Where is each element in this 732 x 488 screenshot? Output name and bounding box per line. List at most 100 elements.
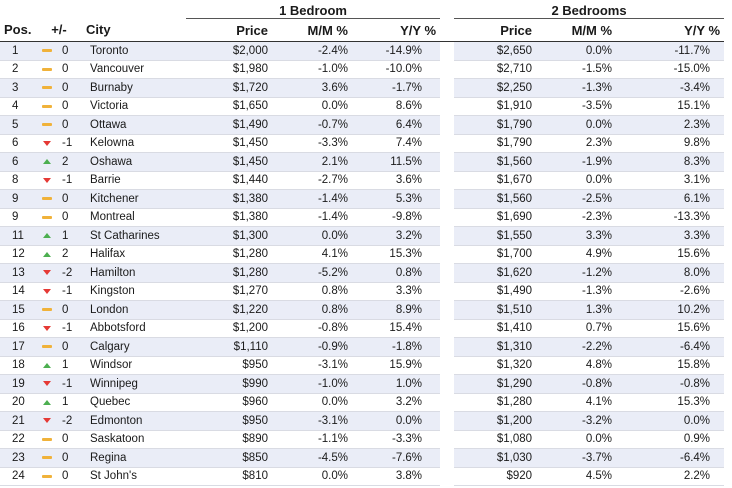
mm-1br-cell: -0.7% bbox=[272, 115, 352, 135]
mm-1br-cell: -3.1% bbox=[272, 356, 352, 375]
rank-cell: 4 bbox=[0, 97, 36, 116]
column-gap bbox=[440, 356, 454, 375]
trend-cell bbox=[36, 300, 58, 320]
price-1br-cell: $1,380 bbox=[186, 189, 272, 209]
trend-cell bbox=[36, 60, 58, 79]
yy-2br-cell: 6.1% bbox=[616, 189, 725, 209]
mm-2br-cell: 4.5% bbox=[536, 467, 617, 486]
yy-2br-cell: 2.2% bbox=[616, 467, 725, 486]
dash-icon bbox=[42, 123, 52, 127]
yy-1br-cell: -1.8% bbox=[352, 337, 441, 357]
dash-icon bbox=[42, 437, 52, 441]
price-2br-cell: $1,200 bbox=[454, 411, 537, 431]
price-2br-cell: $1,910 bbox=[454, 97, 537, 116]
table-row: 1 0 Toronto $2,000 -2.4% -14.9% $2,650 0.0% -11.… bbox=[0, 41, 725, 61]
mm-2br-cell: 0.0% bbox=[536, 115, 617, 135]
table-row: 8 -1 Barrie $1,440 -2.7% 3.6% $1,670 0.0% 3.1% bbox=[0, 171, 725, 190]
group-header-2-bedrooms: 2 Bedrooms bbox=[454, 0, 725, 19]
yy-1br-cell: 3.6% bbox=[352, 171, 441, 190]
rank-change-cell: -2 bbox=[58, 263, 82, 283]
column-gap bbox=[440, 337, 455, 356]
yy-1br-cell: 3.8% bbox=[352, 467, 441, 486]
column-gap bbox=[440, 41, 455, 60]
table-row: 11 1 St Catharines $1,300 0.0% 3.2% $1,550 3.3%… bbox=[0, 226, 725, 246]
rank-cell: 11 bbox=[0, 226, 36, 246]
yy-2br-cell: 15.3% bbox=[616, 393, 725, 412]
yy-1br-cell: 8.6% bbox=[352, 97, 441, 116]
triangle-down-icon bbox=[43, 177, 51, 183]
column-header-row: Pos. +/- City Price M/M % Y/Y % Price M/… bbox=[0, 18, 725, 42]
yy-1br-cell: 0.0% bbox=[352, 411, 441, 431]
price-2br-cell: $2,710 bbox=[454, 60, 537, 79]
rank-cell: 14 bbox=[0, 282, 36, 301]
price-1br-cell: $1,650 bbox=[186, 97, 272, 116]
city-cell: St John's bbox=[82, 467, 186, 486]
column-gap bbox=[440, 393, 454, 412]
yy-1br-cell: 15.4% bbox=[352, 319, 441, 338]
price-2br-cell: $1,320 bbox=[454, 356, 537, 375]
yy-2br-cell: -0.8% bbox=[616, 374, 725, 394]
table-row: 2 0 Vancouver $1,980 -1.0% -10.0% $2,710 -1.5% -… bbox=[0, 60, 725, 79]
rank-change-cell: 1 bbox=[58, 393, 82, 412]
city-cell: Winnipeg bbox=[82, 374, 186, 394]
price-2br-cell: $1,030 bbox=[454, 448, 537, 468]
city-cell: London bbox=[82, 300, 186, 320]
mm-2br-cell: -3.7% bbox=[536, 448, 617, 468]
rank-cell: 9 bbox=[0, 189, 36, 209]
mm-2br-cell: 0.7% bbox=[536, 319, 617, 338]
rank-cell: 20 bbox=[0, 393, 36, 412]
yy-1br-cell: 6.4% bbox=[352, 115, 441, 135]
mm-2br-cell: -2.3% bbox=[536, 208, 617, 227]
rank-change-cell: 0 bbox=[58, 300, 82, 320]
yy-1br-cell: 3.3% bbox=[352, 282, 441, 301]
yy-2br-cell: 9.8% bbox=[616, 134, 725, 153]
rank-cell: 16 bbox=[0, 319, 36, 338]
dash-icon bbox=[42, 215, 52, 219]
table-row: 5 0 Ottawa $1,490 -0.7% 6.4% $1,790 0.0% 2.3% bbox=[0, 115, 725, 135]
col-header-price-1br: Price bbox=[186, 18, 272, 42]
column-gap bbox=[440, 115, 455, 134]
table-row: 24 0 St John's $810 0.0% 3.8% $920 4.5% 2.2% bbox=[0, 467, 725, 486]
rank-change-cell: 0 bbox=[58, 208, 82, 227]
city-cell: Toronto bbox=[82, 41, 186, 61]
city-cell: Regina bbox=[82, 448, 186, 468]
rank-cell: 2 bbox=[0, 60, 36, 79]
column-gap bbox=[440, 282, 454, 301]
mm-1br-cell: -1.0% bbox=[272, 374, 352, 394]
rank-cell: 21 bbox=[0, 411, 36, 431]
yy-2br-cell: -2.6% bbox=[616, 282, 725, 301]
mm-1br-cell: 0.0% bbox=[272, 467, 352, 486]
table-row: 16 -1 Abbotsford $1,200 -0.8% 15.4% $1,410 0.7%… bbox=[0, 319, 725, 338]
price-1br-cell: $1,490 bbox=[186, 115, 272, 135]
trend-cell bbox=[36, 374, 58, 394]
col-header-yy-1br: Y/Y % bbox=[352, 18, 441, 42]
dash-icon bbox=[42, 86, 52, 90]
price-2br-cell: $1,510 bbox=[454, 300, 537, 320]
city-cell: Oshawa bbox=[82, 152, 186, 172]
price-1br-cell: $2,000 bbox=[186, 41, 272, 61]
price-1br-cell: $1,200 bbox=[186, 319, 272, 338]
mm-2br-cell: 0.0% bbox=[536, 41, 617, 61]
trend-cell bbox=[36, 393, 58, 412]
trend-cell bbox=[36, 337, 58, 357]
price-2br-cell: $1,550 bbox=[454, 226, 537, 246]
rank-change-cell: 0 bbox=[58, 78, 82, 98]
rank-cell: 6 bbox=[0, 152, 36, 172]
table-row: 6 -1 Kelowna $1,450 -3.3% 7.4% $1,790 2.3% 9.8% bbox=[0, 134, 725, 153]
city-cell: Montreal bbox=[82, 208, 186, 227]
yy-1br-cell: 15.3% bbox=[352, 245, 441, 264]
dash-icon bbox=[42, 456, 52, 460]
group-header-1-bedroom: 1 Bedroom bbox=[186, 0, 441, 19]
price-2br-cell: $1,310 bbox=[454, 337, 537, 357]
table-row: 20 1 Quebec $960 0.0% 3.2% $1,280 4.1% 15.3% bbox=[0, 393, 725, 412]
table-row: 3 0 Burnaby $1,720 3.6% -1.7% $2,250 -1.3% -3.4% bbox=[0, 78, 725, 98]
mm-2br-cell: 3.3% bbox=[536, 226, 617, 246]
mm-1br-cell: -1.4% bbox=[272, 208, 352, 227]
yy-2br-cell: 8.0% bbox=[616, 263, 725, 283]
price-2br-cell: $1,790 bbox=[454, 115, 537, 135]
table-row: 13 -2 Hamilton $1,280 -5.2% 0.8% $1,620 -1.2% 8.… bbox=[0, 263, 725, 283]
city-cell: Abbotsford bbox=[82, 319, 186, 338]
city-cell: Halifax bbox=[82, 245, 186, 264]
city-cell: St Catharines bbox=[82, 226, 186, 246]
rank-cell: 5 bbox=[0, 115, 36, 135]
